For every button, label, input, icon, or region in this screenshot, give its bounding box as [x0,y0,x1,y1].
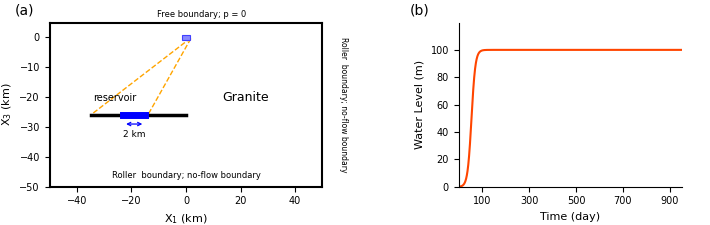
X-axis label: Time (day): Time (day) [540,212,600,222]
Text: (a): (a) [14,3,34,17]
Text: (b): (b) [410,3,430,17]
Text: 2 km: 2 km [123,130,146,139]
Bar [182,35,190,40]
Y-axis label: Water Level (m): Water Level (m) [415,60,425,149]
Text: reservoir: reservoir [94,93,137,103]
Text: Free boundary; p = 0: Free boundary; p = 0 [157,10,246,19]
X-axis label: X$_1$ (km): X$_1$ (km) [164,212,208,225]
Y-axis label: X$_3$ (km): X$_3$ (km) [0,83,14,126]
Text: Roller  boundary; no-flow boundary: Roller boundary; no-flow boundary [111,171,261,180]
Text: Granite: Granite [223,91,269,104]
Text: Roller  boundary; no-flow boundary: Roller boundary; no-flow boundary [339,37,348,172]
